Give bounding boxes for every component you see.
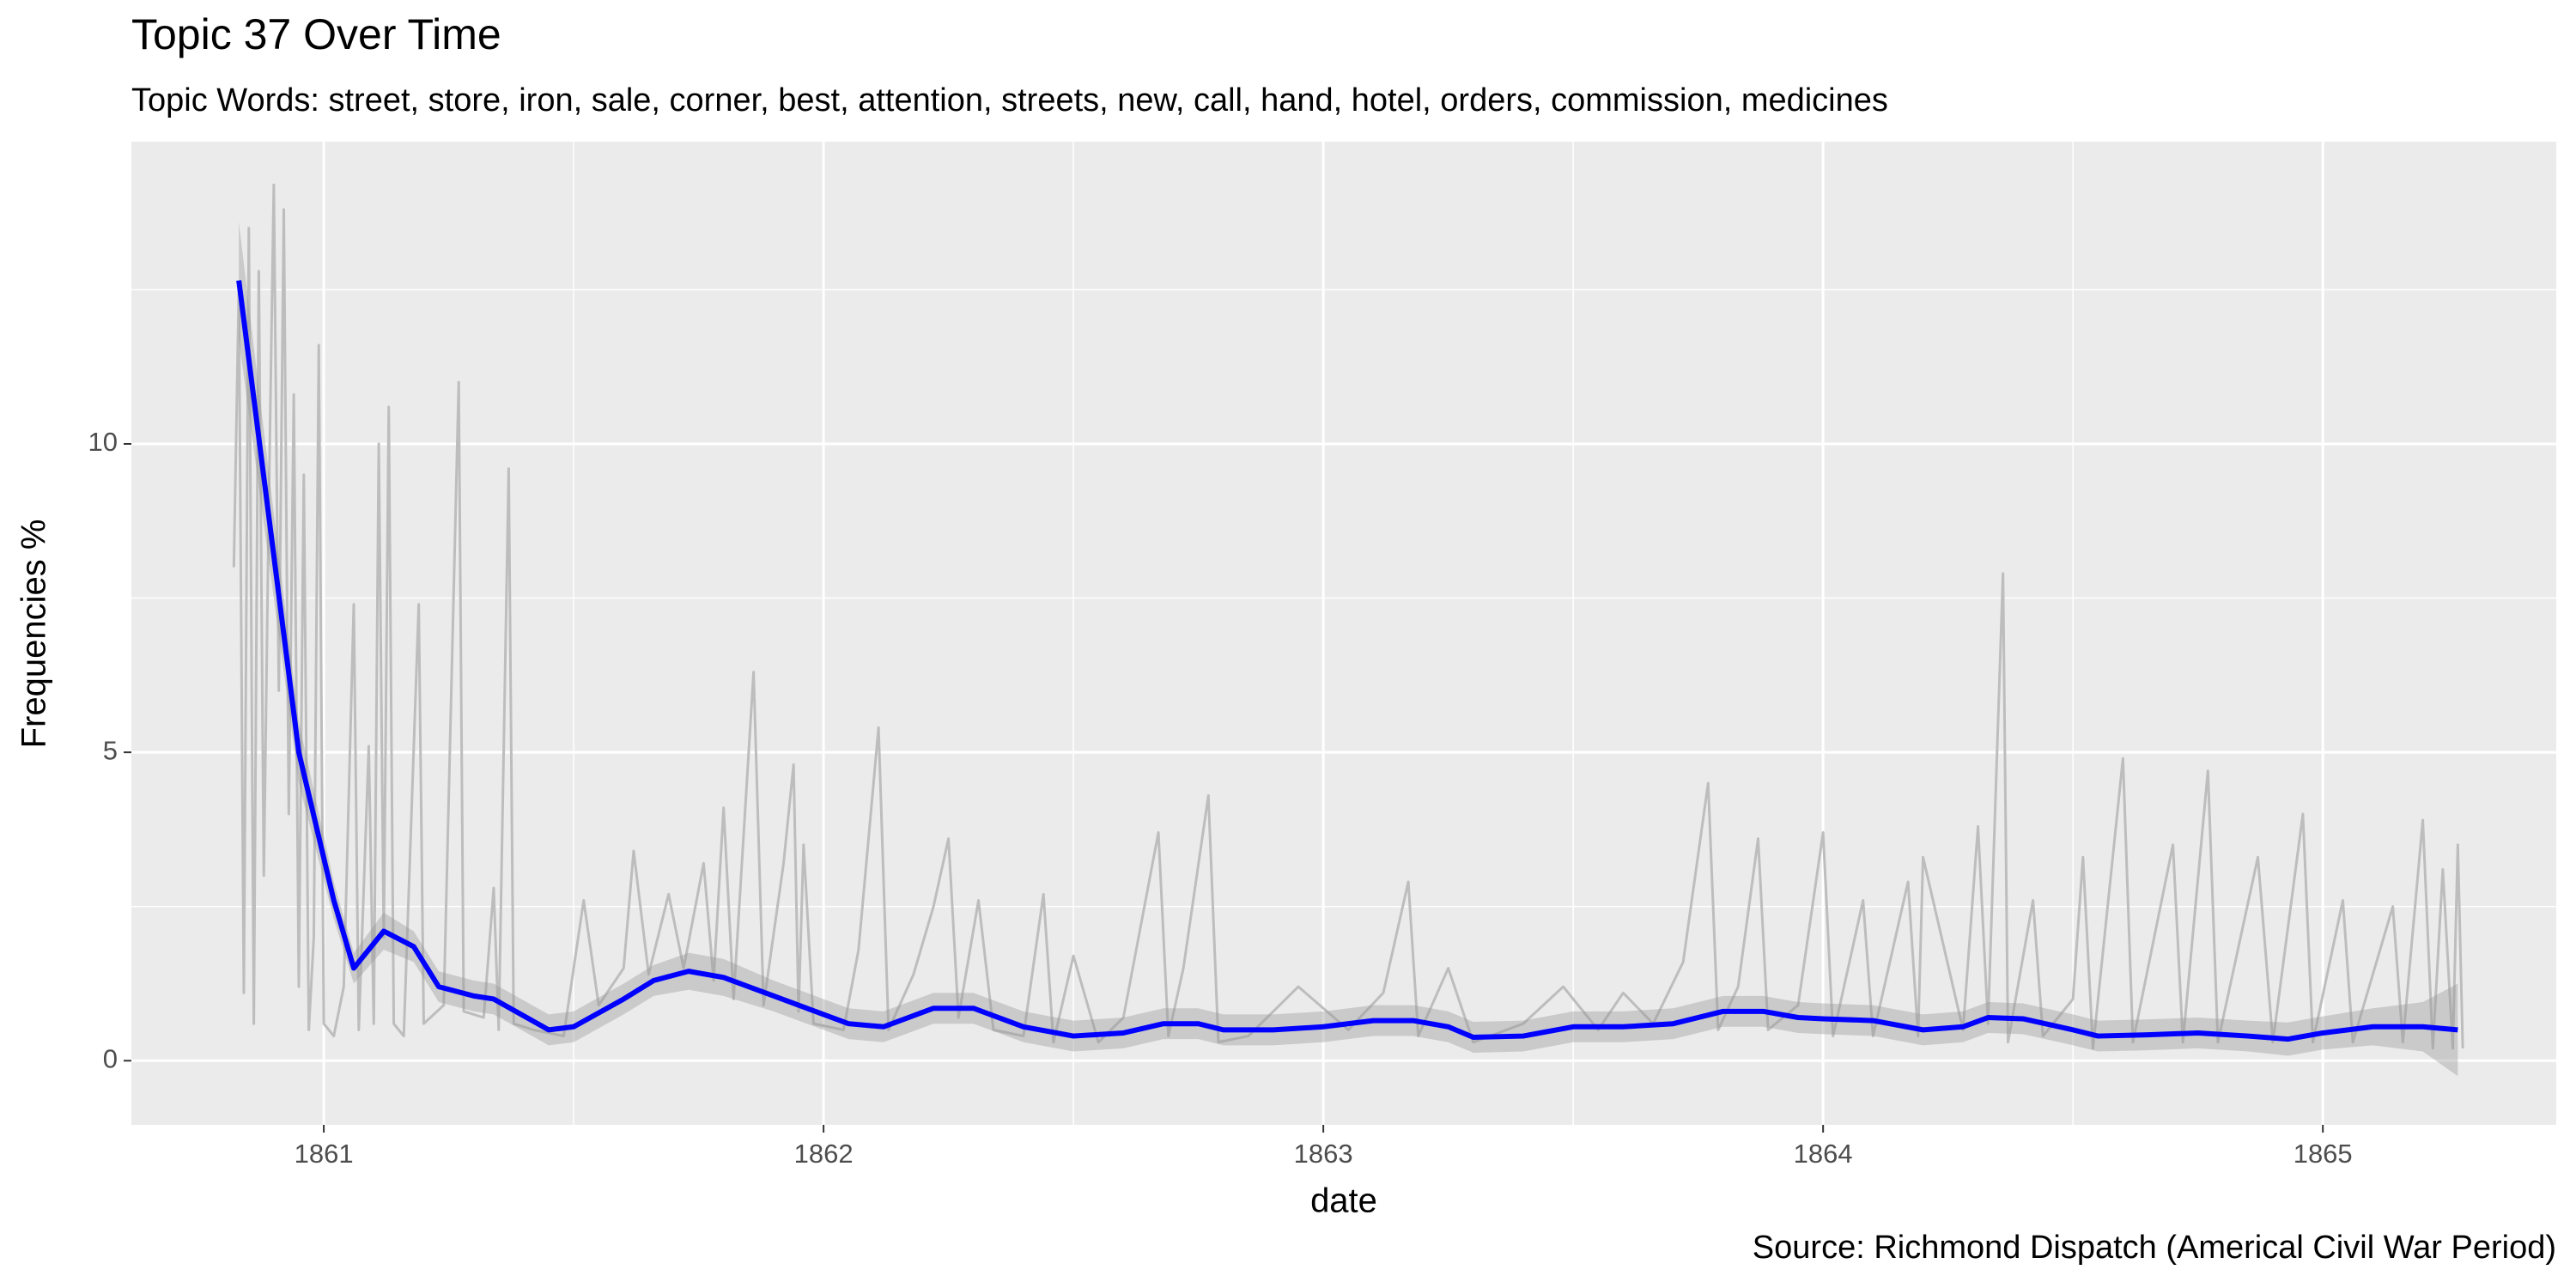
raw-line [232, 183, 2464, 1050]
y-tick-label: 0 [103, 1043, 118, 1073]
panel [131, 142, 2556, 1125]
chart-title: Topic 37 Over Time [131, 10, 501, 58]
x-tick-label: 1865 [2293, 1139, 2353, 1169]
y-tick-label: 5 [103, 735, 118, 765]
x-tick-label: 1864 [1794, 1139, 1853, 1169]
x-tick-label: 1862 [794, 1139, 854, 1169]
x-axis-title: date [1310, 1182, 1377, 1220]
chart-subtitle: Topic Words: street, store, iron, sale, … [131, 82, 1888, 118]
x-tick-label: 1861 [295, 1139, 354, 1169]
y-tick-label: 10 [88, 427, 118, 457]
smooth-line [236, 280, 2458, 1042]
caption: Source: Richmond Dispatch (Americal Civi… [1753, 1230, 2556, 1266]
x-tick-label: 1863 [1294, 1139, 1353, 1169]
y-axis-title: Frequencies % [15, 519, 53, 749]
